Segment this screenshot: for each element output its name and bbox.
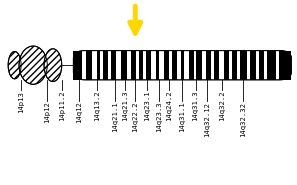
Text: 14q23.3: 14q23.3 (156, 102, 162, 132)
Text: 14p11.2: 14p11.2 (59, 91, 65, 121)
Bar (156, 51, 159, 80)
Bar (214, 51, 219, 80)
Text: 14q22.2: 14q22.2 (132, 102, 138, 132)
Bar (159, 51, 164, 80)
Bar (279, 51, 291, 80)
FancyBboxPatch shape (73, 51, 291, 80)
Text: 14q13.2: 14q13.2 (94, 91, 100, 121)
Text: 14p13: 14p13 (18, 91, 24, 112)
Bar (143, 51, 146, 80)
Bar (219, 51, 224, 80)
Bar (139, 51, 143, 80)
Bar (189, 51, 194, 80)
Bar (264, 51, 267, 80)
Bar (211, 51, 214, 80)
Bar (232, 51, 237, 80)
Bar (131, 51, 136, 80)
Bar (92, 51, 97, 80)
Ellipse shape (44, 49, 62, 82)
Bar (184, 51, 189, 80)
Bar (82, 51, 86, 80)
Text: 14q23.1: 14q23.1 (144, 91, 150, 121)
Bar (164, 51, 169, 80)
Bar (276, 51, 279, 80)
Bar (73, 51, 82, 80)
Bar (177, 51, 181, 80)
Text: 14q24.2: 14q24.2 (166, 91, 172, 121)
Text: 14p12: 14p12 (44, 102, 50, 123)
Bar (97, 51, 100, 80)
Bar (181, 51, 184, 80)
Bar (136, 51, 139, 80)
Text: 14q21.3: 14q21.3 (122, 91, 128, 121)
Bar (172, 51, 177, 80)
Bar (86, 51, 92, 80)
Bar (146, 51, 151, 80)
Bar (194, 51, 196, 80)
Bar (256, 51, 259, 80)
Bar (121, 51, 127, 80)
Text: 14q12: 14q12 (76, 102, 82, 123)
Bar (247, 51, 250, 80)
Text: 14q31.1: 14q31.1 (179, 102, 185, 132)
Text: 14q32.12: 14q32.12 (204, 102, 210, 137)
Bar (250, 51, 256, 80)
Bar (196, 51, 202, 80)
Bar (100, 51, 103, 80)
Bar (240, 51, 247, 80)
Bar (202, 51, 206, 80)
Bar (103, 51, 108, 80)
Ellipse shape (8, 51, 21, 79)
Bar (116, 51, 121, 80)
Bar (206, 51, 211, 80)
Text: 14q32.2: 14q32.2 (219, 91, 225, 121)
Bar (169, 51, 172, 80)
Text: 14q21.1: 14q21.1 (112, 102, 118, 132)
Bar (108, 51, 111, 80)
Bar (151, 51, 156, 80)
Bar (237, 51, 240, 80)
Text: 14q31.3: 14q31.3 (192, 91, 199, 121)
Bar (267, 51, 276, 80)
Bar (127, 51, 131, 80)
Bar (259, 51, 264, 80)
Bar (224, 51, 229, 80)
Bar (111, 51, 116, 80)
Bar (229, 51, 232, 80)
Text: 14q32.32: 14q32.32 (240, 102, 246, 137)
Ellipse shape (19, 46, 47, 84)
